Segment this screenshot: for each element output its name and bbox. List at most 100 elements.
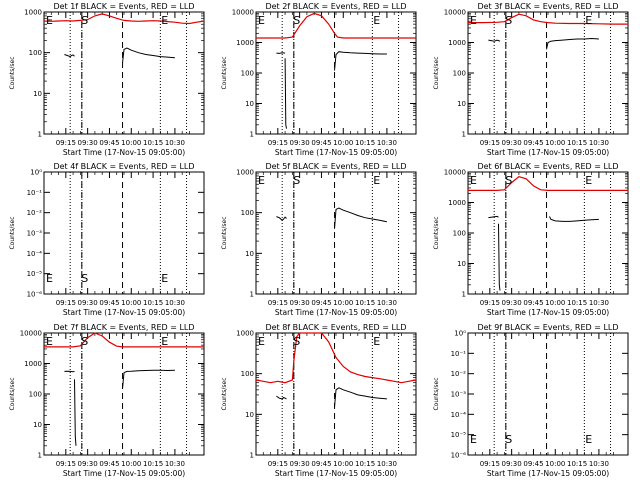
y-tick-label: 10⁻² bbox=[27, 209, 43, 217]
y-axis-label: Counts/sec bbox=[221, 56, 228, 89]
y-tick-label: 10 bbox=[457, 260, 466, 268]
chart-panel: Det 6f BLACK = Events, RED = LLD Counts/s… bbox=[433, 162, 629, 317]
time-marker-label: E bbox=[585, 433, 592, 446]
x-axis-label: Start Time (17-Nov-15 09:05:00) bbox=[275, 148, 397, 157]
chart-panel: Det 1f BLACK = Events, RED = LLD Counts/s… bbox=[9, 2, 205, 157]
x-tick-label: 10:15 bbox=[143, 460, 163, 468]
x-tick-label: 09:45 bbox=[311, 139, 331, 147]
time-marker-label: E bbox=[46, 272, 53, 285]
y-tick-label: 1 bbox=[250, 452, 254, 460]
time-marker-label: E bbox=[470, 433, 477, 446]
time-marker-label: E bbox=[46, 335, 53, 348]
x-tick-label: 09:45 bbox=[99, 299, 119, 307]
time-marker-label: E bbox=[161, 335, 168, 348]
lld-series-line bbox=[255, 332, 417, 384]
chart-panel: Det 2f BLACK = Events, RED = LLD Counts/s… bbox=[221, 2, 417, 157]
x-tick-label: 09:15 bbox=[268, 139, 288, 147]
y-tick-label: 100 bbox=[241, 370, 254, 378]
y-tick-label: 10⁻¹ bbox=[451, 350, 467, 358]
time-marker-label: S bbox=[293, 174, 300, 187]
x-tick-label: 09:45 bbox=[523, 139, 543, 147]
time-marker-label: E bbox=[373, 335, 380, 348]
x-tick-label: 10:00 bbox=[545, 460, 565, 468]
chart-title: Det 4f BLACK = Events, RED = LLD bbox=[53, 162, 194, 171]
y-tick-label: 10 bbox=[457, 100, 466, 108]
x-tick-label: 10:15 bbox=[567, 299, 587, 307]
x-tick-label: 09:15 bbox=[56, 460, 76, 468]
events-series-line bbox=[549, 216, 599, 222]
plot-frame bbox=[467, 11, 629, 135]
chart-title: Det 2f BLACK = Events, RED = LLD bbox=[265, 2, 406, 11]
x-axis-label: Start Time (17-Nov-15 09:05:00) bbox=[487, 148, 609, 157]
y-tick-label: 1000 bbox=[448, 39, 466, 47]
y-tick-label: 1000 bbox=[236, 169, 254, 177]
x-tick-label: 10:15 bbox=[355, 139, 375, 147]
events-series-line bbox=[276, 216, 287, 221]
events-series-line bbox=[74, 379, 77, 446]
plot-frame bbox=[255, 11, 417, 135]
y-tick-label: 10 bbox=[245, 250, 254, 258]
plot-frame bbox=[43, 332, 205, 456]
x-tick-label: 09:15 bbox=[480, 299, 500, 307]
x-tick-label: 09:30 bbox=[290, 299, 310, 307]
chart-panel: Det 5f BLACK = Events, RED = LLD Counts/s… bbox=[221, 162, 417, 317]
y-tick-label: 100 bbox=[29, 391, 42, 399]
y-tick-label: 1000 bbox=[448, 199, 466, 207]
y-tick-label: 10⁰ bbox=[30, 169, 42, 177]
chart-panel: Det 8f BLACK = Events, RED = LLD Counts/s… bbox=[221, 323, 417, 478]
events-series-line bbox=[488, 39, 501, 42]
y-tick-label: 10⁻⁴ bbox=[451, 411, 467, 419]
y-tick-label: 10000 bbox=[20, 330, 42, 338]
y-axis-label: Counts/sec bbox=[433, 216, 440, 249]
x-tick-label: 09:15 bbox=[268, 299, 288, 307]
time-marker-label: E bbox=[585, 174, 592, 187]
x-tick-label: 10:15 bbox=[567, 139, 587, 147]
x-axis-label: Start Time (17-Nov-15 09:05:00) bbox=[63, 469, 185, 478]
y-tick-label: 1 bbox=[462, 131, 466, 139]
chart-title: Det 1f BLACK = Events, RED = LLD bbox=[53, 2, 194, 11]
time-marker-label: E bbox=[258, 335, 265, 348]
events-series-line bbox=[284, 58, 287, 129]
y-tick-label: 10⁻⁵ bbox=[27, 270, 43, 278]
events-series-line bbox=[64, 54, 75, 58]
x-tick-label: 09:15 bbox=[268, 460, 288, 468]
y-tick-label: 1000 bbox=[236, 330, 254, 338]
x-tick-label: 09:30 bbox=[78, 460, 98, 468]
chart-panel: Det 9f BLACK = Events, RED = LLD Counts/s… bbox=[433, 323, 629, 478]
y-tick-label: 1 bbox=[38, 131, 42, 139]
chart-title: Det 3f BLACK = Events, RED = LLD bbox=[477, 2, 618, 11]
x-axis-label: Start Time (17-Nov-15 09:05:00) bbox=[63, 308, 185, 317]
events-series-line bbox=[334, 207, 387, 229]
x-tick-label: 10:00 bbox=[545, 139, 565, 147]
time-marker-label: E bbox=[258, 174, 265, 187]
y-tick-label: 10⁻³ bbox=[27, 230, 43, 238]
y-axis-label: Counts/sec bbox=[221, 377, 228, 410]
x-tick-label: 09:30 bbox=[502, 139, 522, 147]
time-marker-label: E bbox=[161, 14, 168, 27]
events-series-line bbox=[488, 215, 499, 219]
chart-title: Det 5f BLACK = Events, RED = LLD bbox=[265, 162, 406, 171]
x-tick-label: 10:00 bbox=[333, 299, 353, 307]
y-axis-label: Counts/sec bbox=[433, 56, 440, 89]
y-tick-label: 1000 bbox=[24, 360, 42, 368]
plot-frame bbox=[43, 171, 205, 295]
time-marker-label: E bbox=[46, 14, 53, 27]
y-axis-label: Counts/sec bbox=[9, 377, 16, 410]
time-marker-label: E bbox=[161, 272, 168, 285]
x-tick-label: 09:30 bbox=[502, 460, 522, 468]
y-tick-label: 10000 bbox=[444, 169, 466, 177]
x-tick-label: 09:15 bbox=[56, 139, 76, 147]
x-tick-label: 10:30 bbox=[165, 299, 185, 307]
y-tick-label: 10⁻⁶ bbox=[451, 452, 467, 460]
time-marker-label: E bbox=[373, 174, 380, 187]
lld-series-line bbox=[44, 332, 204, 348]
y-tick-label: 10 bbox=[245, 100, 254, 108]
x-tick-label: 09:45 bbox=[99, 139, 119, 147]
x-tick-label: 10:30 bbox=[165, 460, 185, 468]
x-tick-label: 10:15 bbox=[567, 460, 587, 468]
events-series-line bbox=[546, 37, 599, 50]
x-tick-label: 10:30 bbox=[589, 299, 609, 307]
time-marker-label: S bbox=[81, 335, 88, 348]
chart-title: Det 9f BLACK = Events, RED = LLD bbox=[477, 323, 618, 332]
x-tick-label: 10:30 bbox=[377, 299, 397, 307]
